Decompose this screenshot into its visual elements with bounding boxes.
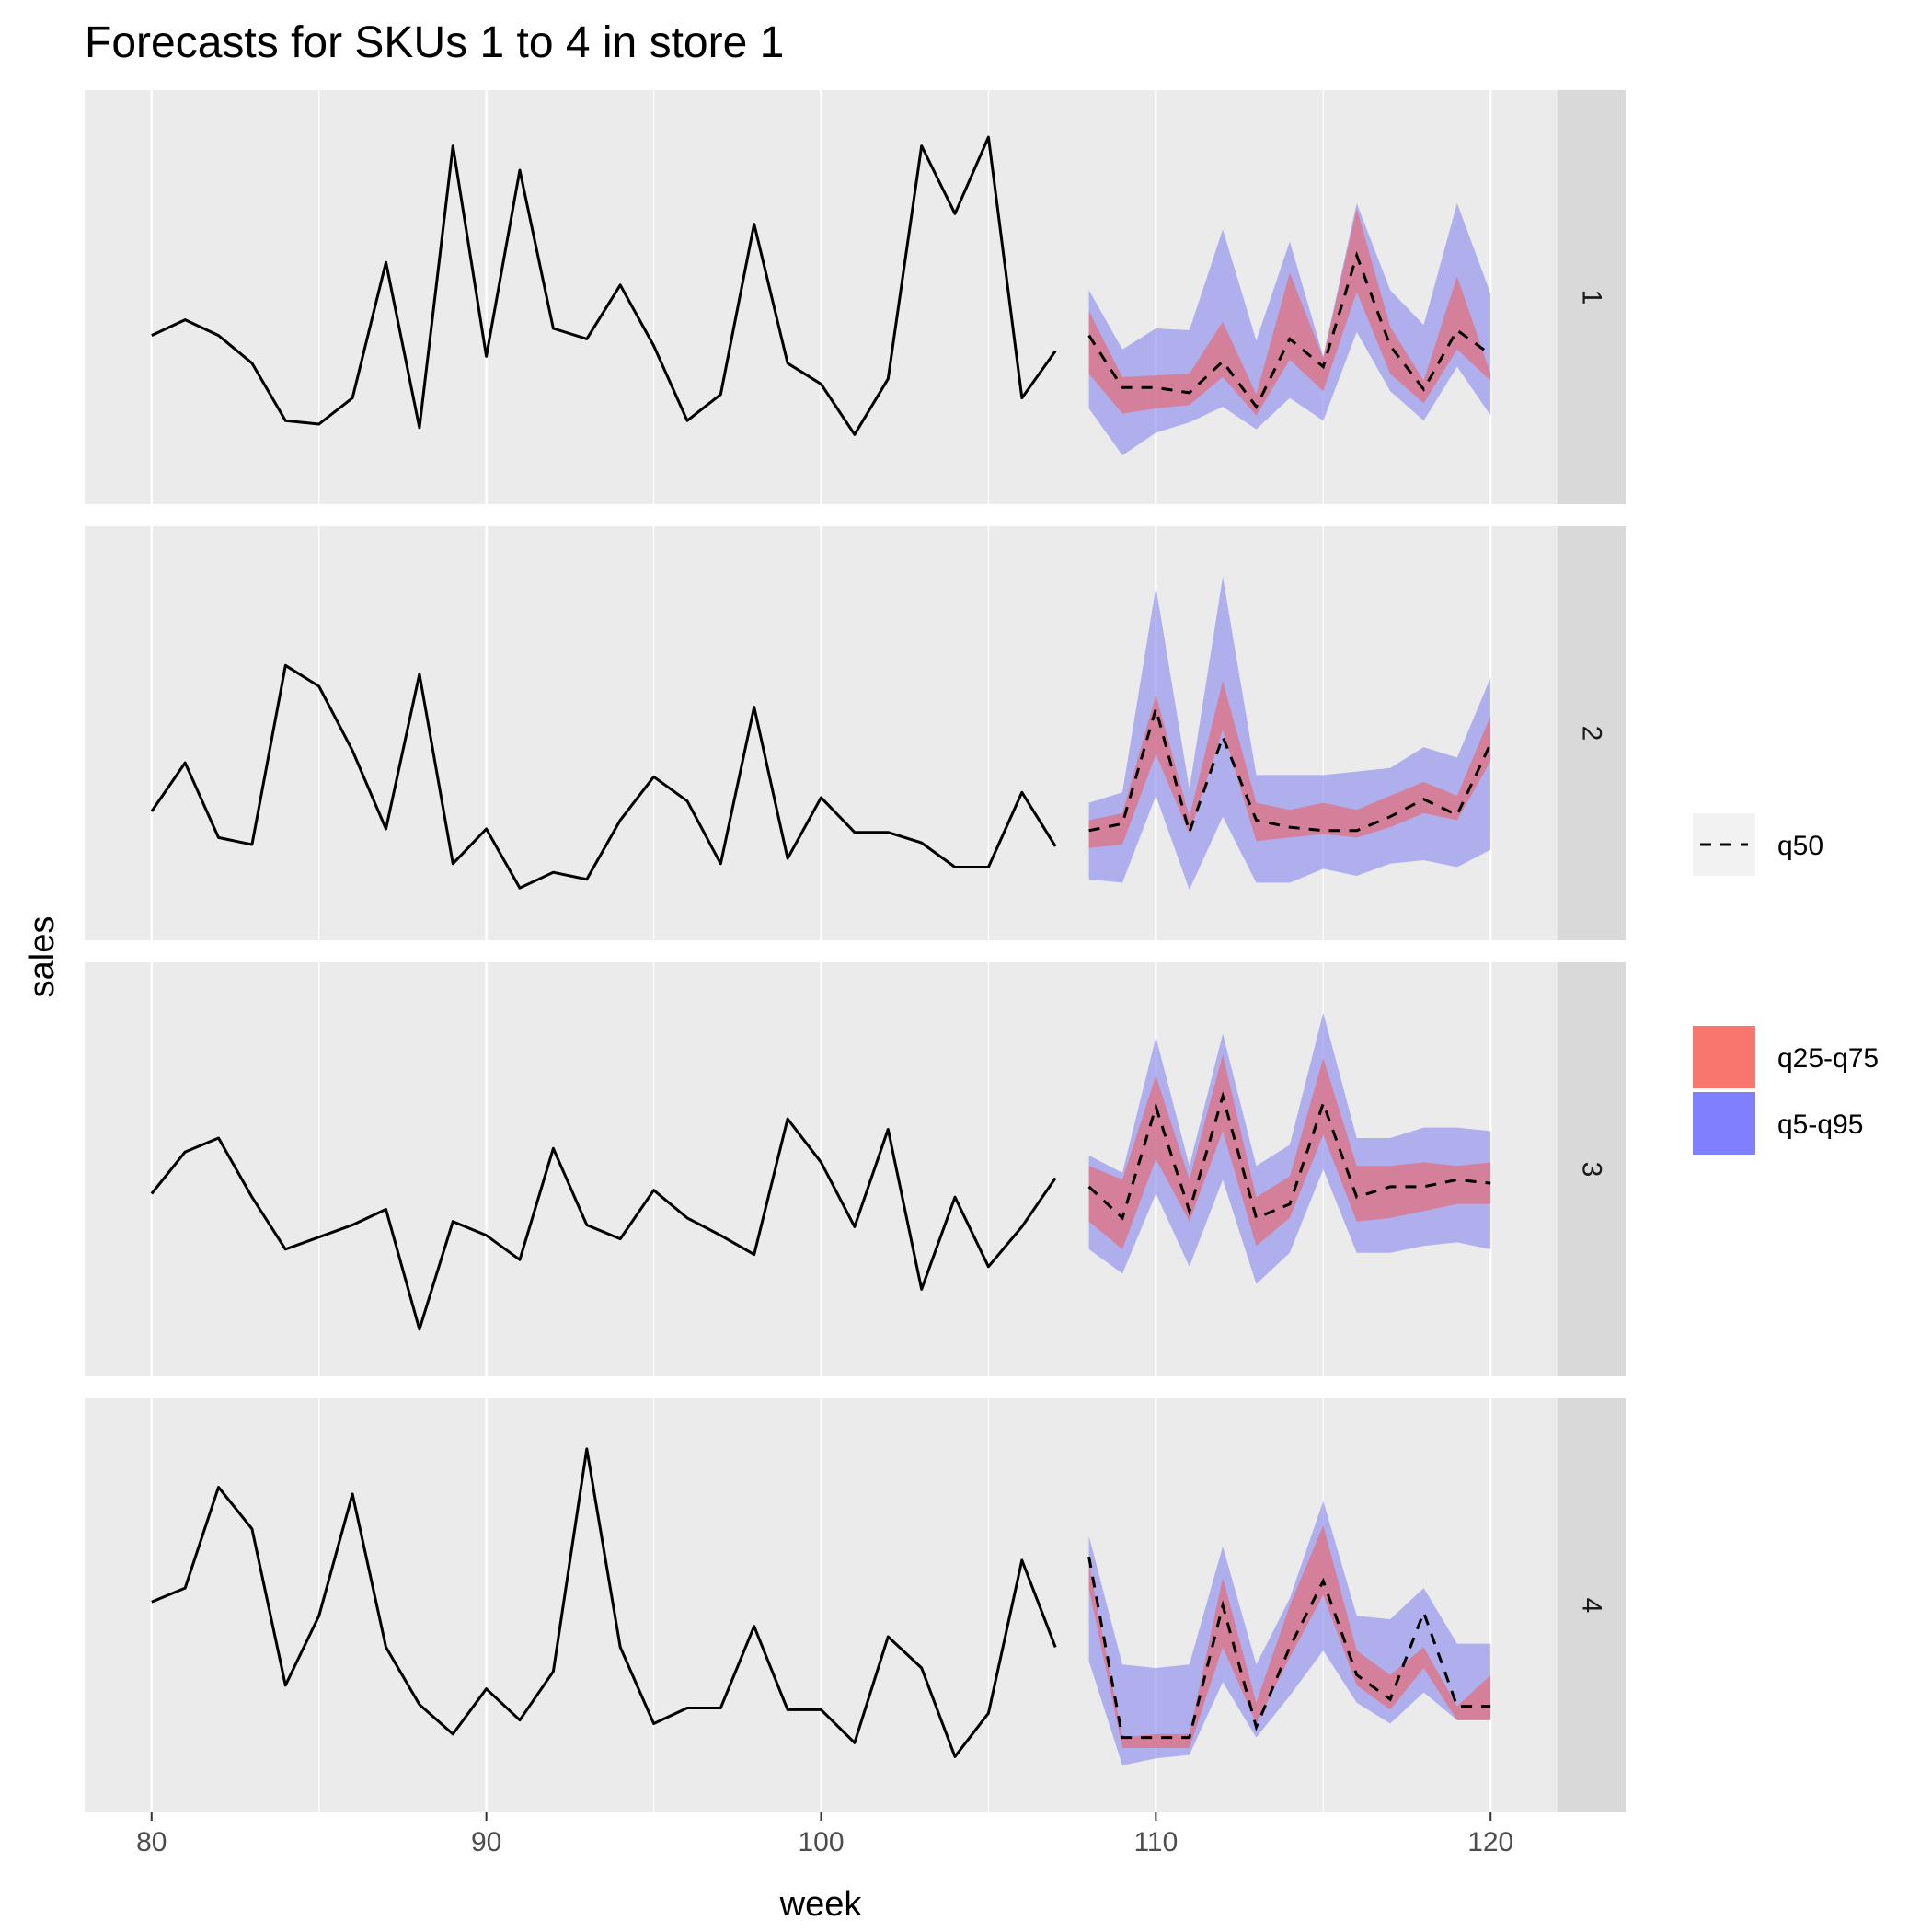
- legend-key-swatch: [1693, 1026, 1755, 1088]
- legend-label-q50: q50: [1777, 831, 1823, 861]
- legend: q50 q25-q75 q5-q95: [1693, 813, 1879, 1155]
- x-axis-title: week: [779, 1885, 863, 1924]
- history-line: [150, 1117, 1057, 1331]
- legend-item-q50: q50: [1693, 813, 1823, 876]
- history-line: [151, 1447, 1057, 1758]
- forecast-q50-line: [1087, 1091, 1491, 1221]
- facet-strip: [1558, 962, 1626, 1376]
- x-axis: 80 90 100 110 120: [136, 1812, 1513, 1857]
- x-tick-label: 120: [1467, 1827, 1513, 1857]
- band-q25-q75: [1088, 681, 1491, 848]
- facet-strip-label: 3: [1577, 1162, 1607, 1178]
- legend-key-swatch: [1693, 1092, 1755, 1155]
- facet-strip: [1558, 1398, 1626, 1812]
- legend-label-q5-q95: q5-q95: [1777, 1110, 1863, 1140]
- history-line: [151, 135, 1057, 436]
- legend-label-q25-q75: q25-q75: [1777, 1043, 1879, 1074]
- facet-strip-label: 2: [1577, 726, 1607, 742]
- facet-strip-label: 1: [1577, 290, 1607, 305]
- x-tick-label: 90: [471, 1827, 501, 1857]
- chart-title: Forecasts for SKUs 1 to 4 in store 1: [85, 18, 784, 67]
- x-tick-label: 80: [136, 1827, 167, 1857]
- band-q25-q75: [1088, 208, 1491, 416]
- x-tick-label: 100: [798, 1827, 844, 1857]
- y-axis-title: sales: [23, 916, 62, 998]
- legend-item-q5-q95: q5-q95: [1693, 1092, 1863, 1155]
- facet-panel-3: 3: [85, 962, 1626, 1376]
- band-q25-q75: [1088, 1054, 1491, 1249]
- facet-panel-1: 1: [85, 90, 1626, 504]
- x-tick-label: 110: [1133, 1827, 1178, 1857]
- band-q25-q75: [1088, 1525, 1491, 1748]
- history-line: [150, 663, 1057, 890]
- forecast-q50-line: [1087, 250, 1492, 409]
- facet-panels: 1 2 3 4: [85, 90, 1626, 1812]
- legend-item-q25-q75: q25-q75: [1693, 1026, 1879, 1088]
- facet-panel-2: 2: [85, 526, 1626, 940]
- facet-strip-label: 4: [1577, 1598, 1607, 1614]
- facet-strip: [1558, 526, 1626, 940]
- facet-panel-4: 4: [85, 1398, 1626, 1812]
- forecast-q50-line: [1088, 703, 1492, 837]
- facet-strip: [1558, 90, 1626, 504]
